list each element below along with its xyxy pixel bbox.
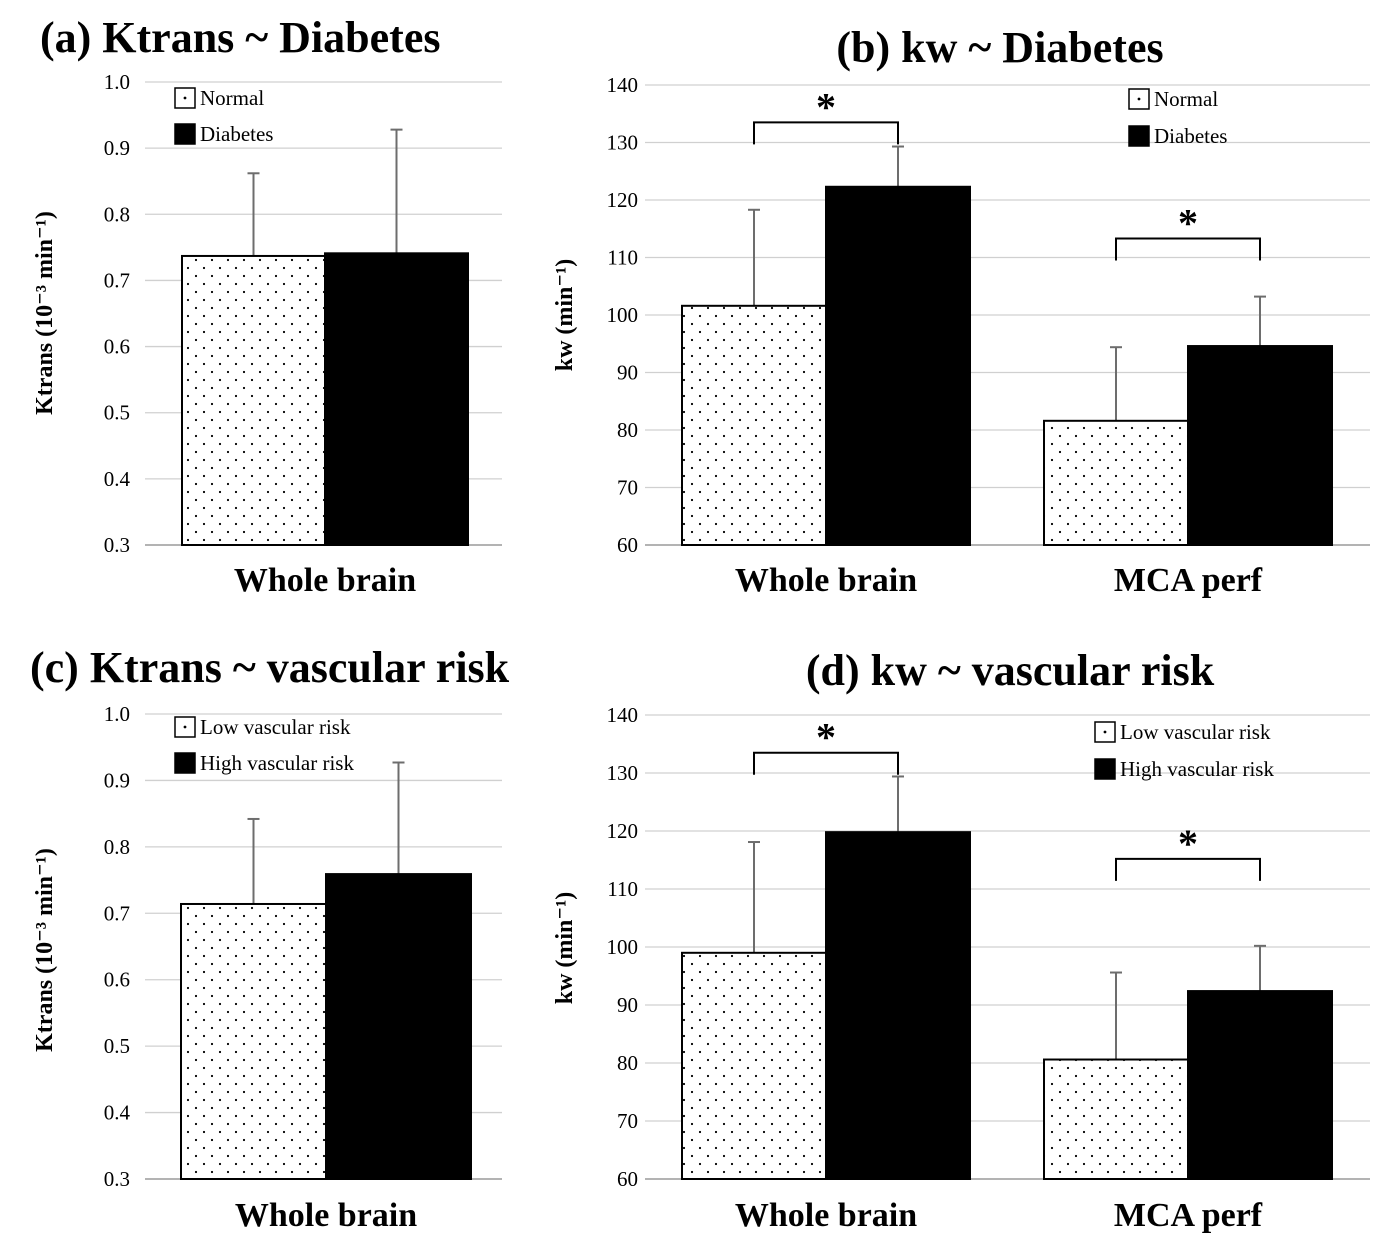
legend-swatch-dot — [1137, 97, 1141, 101]
bar-diabetes — [1187, 345, 1333, 546]
x-category-label: Whole brain — [235, 1197, 417, 1234]
chart-panel-a: (a) Ktrans ~ Diabetes 0.3 0.4 0.5 0.6 0.7 0.8 0… — [32, 13, 502, 599]
y-tick-label: 120 — [607, 188, 639, 212]
chart-panel-d: (d) kw ~ vascular risk 60 70 80 90 100 110 120 1… — [552, 646, 1370, 1234]
y-tick-label: 100 — [607, 935, 639, 959]
legend-swatch-dot — [1103, 730, 1107, 734]
chart-panel-b: (b) kw ~ Diabetes 60 70 80 90 100 110 120 130 140… — [552, 23, 1370, 599]
bar-low-vascular-risk — [681, 951, 827, 1180]
chart-title: (d) kw ~ vascular risk — [806, 646, 1215, 695]
bar-low-vascular-risk — [180, 902, 327, 1180]
legend-label: High vascular risk — [1120, 757, 1274, 781]
legend-swatch — [174, 123, 196, 145]
y-tick-label: 100 — [607, 303, 639, 327]
legend-swatch-dot — [183, 725, 187, 729]
bar-normal — [1043, 419, 1189, 546]
y-tick-label: 60 — [617, 1167, 638, 1191]
y-axis-label: kw (min⁻¹) — [552, 259, 578, 372]
y-tick-label: 0.4 — [104, 467, 131, 491]
legend-label: Normal — [1154, 87, 1218, 111]
chart-title: (a) Ktrans ~ Diabetes — [40, 13, 441, 62]
y-tick-label: 90 — [617, 993, 638, 1017]
y-tick-label: 0.7 — [104, 268, 130, 292]
legend-swatch-dot — [183, 96, 187, 100]
y-tick-label: 130 — [607, 761, 639, 785]
x-category-label: Whole brain — [735, 1197, 917, 1234]
legend-swatch — [1128, 125, 1150, 147]
bar-high-vascular-risk — [825, 831, 971, 1180]
bar-low-vascular-risk — [1043, 1058, 1189, 1181]
significance-bracket — [753, 121, 899, 145]
bar-normal — [181, 254, 326, 546]
chart-title: (c) Ktrans ~ vascular risk — [30, 643, 510, 692]
y-tick-label: 0.3 — [104, 533, 130, 557]
significance-marker: * — [816, 715, 836, 760]
bar-normal — [681, 304, 827, 546]
y-tick-label: 0.6 — [104, 968, 130, 992]
legend-label: Normal — [200, 86, 264, 110]
y-tick-label: 0.8 — [104, 202, 130, 226]
y-tick-label: 130 — [607, 131, 639, 155]
y-tick-label: 90 — [617, 361, 638, 385]
y-tick-label: 70 — [617, 476, 638, 500]
y-tick-label: 0.8 — [104, 835, 130, 859]
legend-label: Diabetes — [200, 122, 273, 146]
significance-bracket — [753, 751, 899, 775]
x-category-label: MCA perf — [1114, 1197, 1263, 1234]
significance-marker: * — [1178, 821, 1198, 866]
x-category-label: MCA perf — [1114, 562, 1263, 599]
legend-label: High vascular risk — [200, 751, 354, 775]
legend-label: Low vascular risk — [200, 715, 351, 739]
chart-title: (b) kw ~ Diabetes — [836, 23, 1163, 72]
bar-diabetes — [324, 252, 469, 546]
significance-marker: * — [1178, 201, 1198, 246]
legend-swatch — [1094, 758, 1116, 780]
y-tick-label: 0.7 — [104, 901, 130, 925]
y-tick-label: 80 — [617, 418, 638, 442]
legend-swatch — [174, 752, 196, 774]
bar-diabetes — [825, 185, 971, 546]
y-tick-label: 60 — [617, 533, 638, 557]
y-tick-label: 140 — [607, 73, 639, 97]
significance-bracket — [1115, 237, 1261, 261]
bar-high-vascular-risk — [325, 873, 472, 1180]
bar-high-vascular-risk — [1187, 990, 1333, 1181]
significance-bracket — [1115, 857, 1261, 881]
y-tick-label: 0.5 — [104, 401, 130, 425]
y-tick-label: 110 — [607, 246, 638, 270]
y-tick-label: 0.4 — [104, 1101, 131, 1125]
y-tick-label: 0.9 — [104, 768, 130, 792]
y-axis-label: kw (min⁻¹) — [552, 892, 578, 1005]
y-tick-label: 0.3 — [104, 1167, 130, 1191]
y-tick-label: 1.0 — [104, 702, 130, 726]
y-tick-label: 0.5 — [104, 1034, 130, 1058]
y-tick-label: 140 — [607, 703, 639, 727]
chart-panel-c: (c) Ktrans ~ vascular risk 0.3 0.4 0.5 0.6 0.… — [30, 643, 510, 1234]
y-tick-label: 0.9 — [104, 136, 130, 160]
legend-label: Diabetes — [1154, 124, 1227, 148]
x-category-label: Whole brain — [234, 562, 416, 599]
y-tick-label: 70 — [617, 1109, 638, 1133]
legend-label: Low vascular risk — [1120, 720, 1271, 744]
y-tick-label: 110 — [607, 877, 638, 901]
x-category-label: Whole brain — [735, 562, 917, 599]
significance-marker: * — [816, 84, 836, 129]
y-tick-label: 1.0 — [104, 70, 130, 94]
y-tick-label: 120 — [607, 819, 639, 843]
y-axis-label: Ktrans (10⁻³ min⁻¹) — [32, 211, 58, 415]
y-tick-label: 80 — [617, 1051, 638, 1075]
y-tick-label: 0.6 — [104, 335, 130, 359]
y-axis-label: Ktrans (10⁻³ min⁻¹) — [32, 848, 58, 1052]
